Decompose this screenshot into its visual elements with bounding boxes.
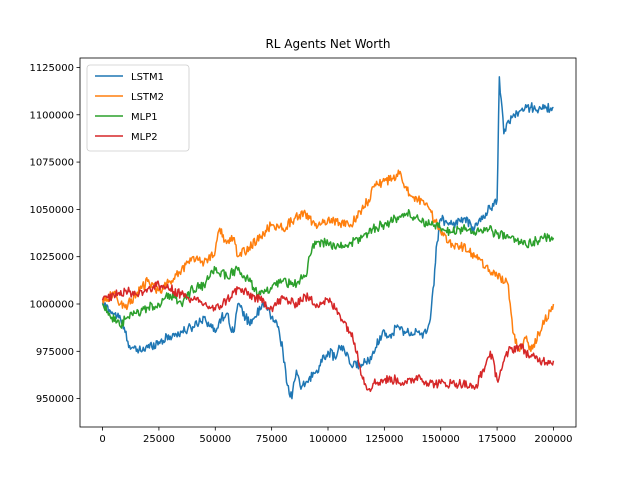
y-tick-label: 1125000 bbox=[29, 63, 74, 74]
series-line-lstm1 bbox=[101, 76, 554, 400]
y-tick-label: 975000 bbox=[36, 347, 74, 358]
y-tick-label: 1025000 bbox=[29, 252, 74, 263]
series-line-mlp2 bbox=[101, 280, 555, 393]
x-tick-label: 100000 bbox=[309, 434, 347, 445]
x-tick-label: 125000 bbox=[365, 434, 403, 445]
x-tick-label: 25000 bbox=[143, 434, 175, 445]
y-tick-label: 950000 bbox=[36, 394, 74, 405]
chart-title: RL Agents Net Worth bbox=[265, 37, 390, 51]
legend-label-lstm1: LSTM1 bbox=[131, 72, 164, 83]
series-line-mlp1 bbox=[101, 208, 555, 329]
series-line-lstm2 bbox=[101, 169, 555, 353]
legend-label-lstm2: LSTM2 bbox=[131, 92, 164, 103]
legend-label-mlp1: MLP1 bbox=[131, 112, 158, 123]
y-tick-label: 1000000 bbox=[29, 300, 74, 311]
legend-box bbox=[86, 64, 190, 152]
legend: LSTM1 LSTM2 MLP1 MLP2 bbox=[86, 64, 190, 152]
legend-label-mlp2: MLP2 bbox=[131, 132, 158, 143]
x-tick-label: 75000 bbox=[256, 434, 288, 445]
y-tick-label: 1050000 bbox=[29, 205, 74, 216]
axes: 0 25000 50000 75000 100000 125000 150000 175000… bbox=[29, 57, 577, 445]
y-tick-label: 1075000 bbox=[29, 158, 74, 169]
x-tick-label: 150000 bbox=[422, 434, 460, 445]
y-tick-label: 1100000 bbox=[29, 110, 74, 121]
x-tick-label: 175000 bbox=[478, 434, 516, 445]
x-tick-label: 0 bbox=[99, 434, 105, 445]
x-tick-label: 50000 bbox=[199, 434, 231, 445]
x-tick-label: 200000 bbox=[534, 434, 572, 445]
plot-area bbox=[101, 76, 555, 400]
